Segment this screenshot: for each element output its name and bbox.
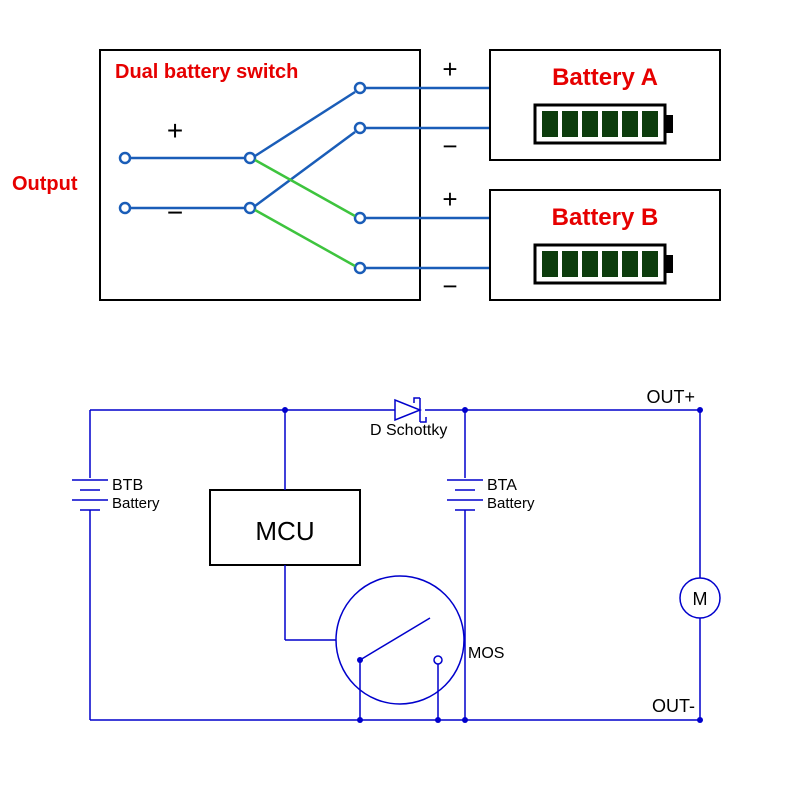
- terminal: [355, 123, 365, 133]
- mos-circle: [336, 576, 464, 704]
- diode-label: D Schottky: [370, 422, 447, 439]
- bta-battery-symbol: [447, 480, 483, 510]
- out-plus-label: OUT+: [646, 387, 695, 407]
- terminal: [245, 153, 255, 163]
- battery-b: Battery B: [490, 190, 720, 300]
- battery-a-label: Battery A: [552, 64, 658, 91]
- output-plus: +: [167, 115, 183, 146]
- terminal: [355, 83, 365, 93]
- top-diagram: Dual battery switch Output + −: [12, 50, 720, 301]
- terminal: [245, 203, 255, 213]
- battery-icon: [535, 245, 673, 283]
- terminal: [355, 263, 365, 273]
- btb-sub: Battery: [112, 495, 160, 512]
- battery-a: Battery A: [490, 50, 720, 160]
- out-minus-label: OUT-: [652, 696, 695, 716]
- terminal: [120, 203, 130, 213]
- terminal: [355, 213, 365, 223]
- switch-title: Dual battery switch: [115, 61, 298, 83]
- a-minus: −: [442, 131, 457, 161]
- switch-arm-inactive: [255, 160, 355, 266]
- motor-label: M: [693, 589, 708, 609]
- btb-label: BTB: [112, 477, 143, 494]
- mos-label: MOS: [468, 645, 504, 662]
- b-plus: +: [442, 184, 457, 214]
- output-label: Output: [12, 173, 78, 195]
- b-minus: −: [442, 271, 457, 301]
- terminal: [120, 153, 130, 163]
- bta-label: BTA: [487, 477, 517, 494]
- battery-b-label: Battery B: [552, 204, 659, 231]
- bta-sub: Battery: [487, 495, 535, 512]
- output-minus: −: [167, 197, 183, 228]
- bottom-diagram: BTB Battery BTA Battery D Schottky MCU: [72, 387, 720, 723]
- btb-battery-symbol: [72, 480, 108, 510]
- mcu-label: MCU: [255, 516, 314, 546]
- battery-icon: [535, 105, 673, 143]
- a-plus: +: [442, 54, 457, 84]
- schottky-diode: [395, 398, 426, 422]
